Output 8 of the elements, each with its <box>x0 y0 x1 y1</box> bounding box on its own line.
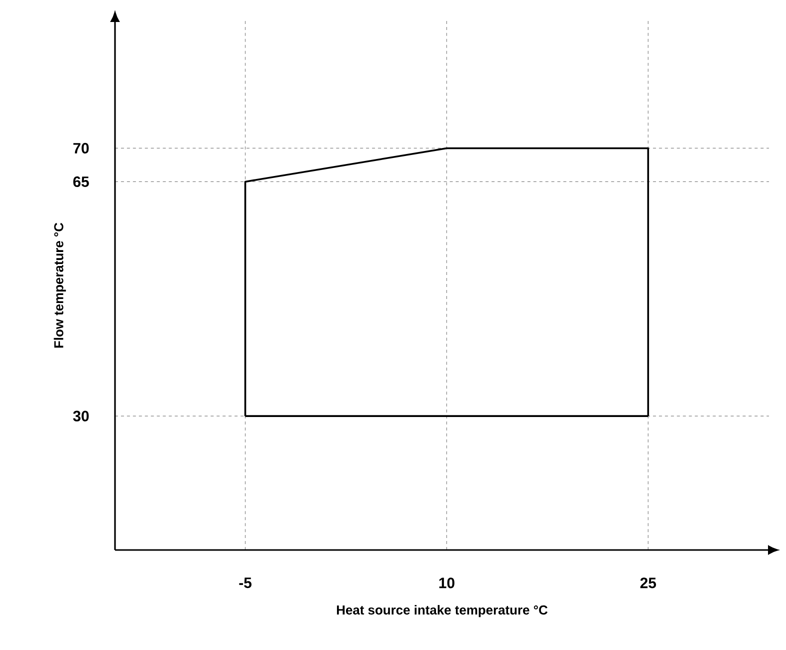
x-axis-title: Heat source intake temperature °C <box>336 605 548 618</box>
y-tick-label: 30 <box>73 410 89 422</box>
x-tick-label: 10 <box>439 578 454 588</box>
x-tick-label: -5 <box>239 578 252 588</box>
x-tick-label: 25 <box>640 578 656 588</box>
y-tick-label: 65 <box>73 176 89 187</box>
y-tick-label: 70 <box>73 142 89 154</box>
y-axis-title: Flow temperature °C <box>54 222 66 348</box>
